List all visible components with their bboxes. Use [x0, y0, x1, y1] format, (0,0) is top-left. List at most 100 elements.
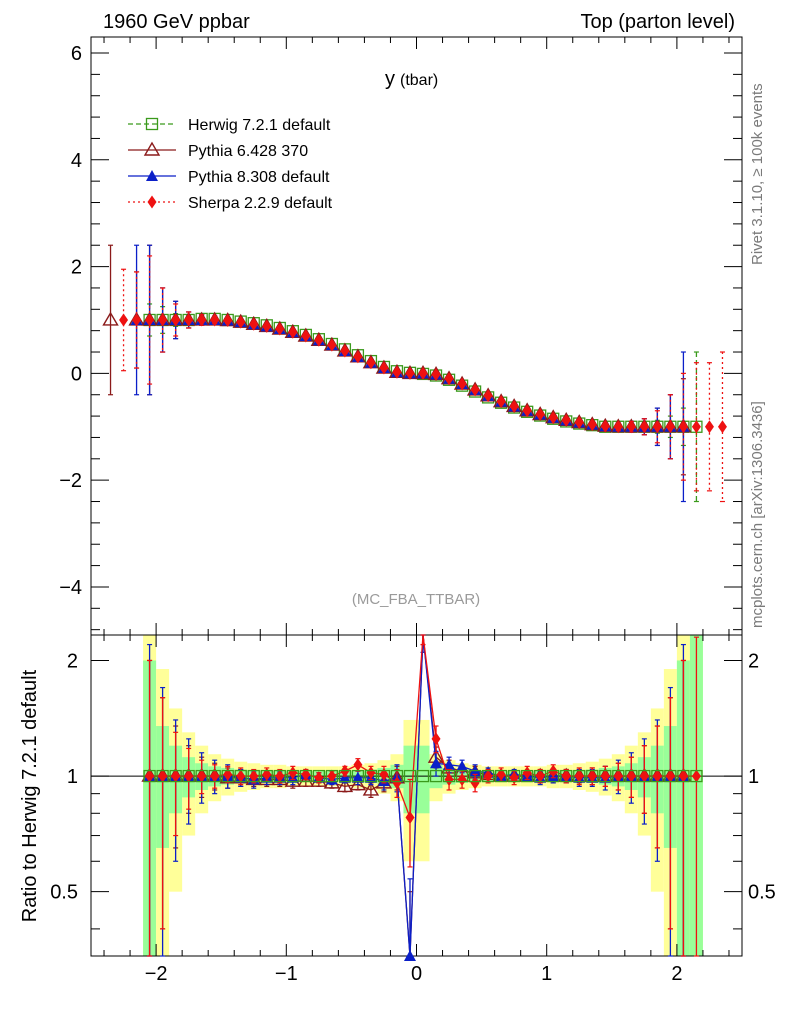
data-point	[362, 781, 380, 796]
data-point	[626, 420, 636, 434]
data-point	[390, 769, 404, 783]
data-point	[547, 769, 560, 783]
main-panel-ticks: −4 −2 0 2 4 6	[59, 37, 742, 635]
data-point	[574, 415, 584, 429]
ratio-y-tick-label: 2	[67, 650, 78, 672]
y-tick-label: −4	[59, 577, 82, 599]
green-band-bin	[416, 745, 430, 814]
data-point	[234, 769, 247, 783]
data-point	[275, 769, 285, 783]
ratio-y-tick-label: 1	[67, 766, 78, 788]
data-point	[288, 325, 298, 339]
data-point	[600, 419, 610, 433]
main-panel-series	[102, 244, 727, 503]
legend-entry: Pythia 6.428 370	[128, 141, 308, 160]
data-point	[236, 769, 246, 783]
distribution-particle: (tbar)	[400, 72, 438, 89]
ratio-panel-ticks: −2 −1 0 1 2 0.5 0.5 1 1 2 2	[50, 635, 776, 985]
data-point	[678, 420, 688, 434]
data-point	[507, 769, 521, 783]
legend-entry: Pythia 8.308 default	[128, 169, 330, 186]
data-point	[221, 769, 234, 783]
data-point	[297, 772, 315, 787]
data-point	[704, 420, 714, 434]
header-energy-label: 1960 GeV ppbar	[103, 11, 250, 33]
data-point	[236, 315, 246, 329]
distribution-variable: y	[385, 68, 395, 90]
data-point	[418, 366, 428, 380]
legend-label: Herwig 7.2.1 default	[188, 117, 331, 134]
y-tick-label: −2	[59, 470, 82, 492]
data-point	[197, 313, 207, 327]
data-point	[574, 769, 584, 783]
ratio-y-tick-label: 2	[748, 650, 759, 672]
data-point	[470, 776, 480, 790]
data-point	[444, 372, 454, 386]
data-point	[665, 420, 675, 434]
data-point	[535, 407, 545, 421]
data-point	[496, 395, 506, 409]
legend-label: Pythia 8.308 default	[188, 169, 330, 186]
data-point	[299, 769, 312, 783]
data-point	[416, 769, 430, 783]
x-tick-label: 0	[411, 963, 422, 985]
data-point	[338, 769, 352, 783]
data-point	[483, 389, 493, 403]
data-point	[364, 769, 378, 783]
data-point	[353, 758, 363, 772]
data-point	[275, 322, 285, 336]
data-point	[145, 769, 155, 783]
data-point	[599, 769, 612, 783]
legend-entry: Herwig 7.2.1 default	[128, 117, 331, 134]
series-pythia-6-428-370	[102, 244, 692, 476]
data-point	[548, 411, 558, 425]
data-point	[625, 769, 638, 783]
data-point	[145, 117, 159, 131]
legend-label: Sherpa 2.2.9 default	[188, 195, 333, 212]
x-tick-label: 2	[671, 963, 682, 985]
data-point	[690, 769, 703, 783]
data-point	[247, 769, 260, 783]
data-point	[443, 758, 456, 770]
series-sherpa-2-2-9-default	[119, 255, 727, 503]
data-point	[522, 766, 532, 780]
data-point	[509, 399, 519, 413]
data-point	[169, 769, 182, 783]
data-point	[210, 769, 220, 783]
legend-entry: Sherpa 2.2.9 default	[128, 195, 333, 212]
data-point	[146, 170, 158, 181]
data-point	[664, 769, 677, 783]
data-point	[223, 314, 233, 328]
data-point	[587, 769, 597, 783]
data-point	[561, 413, 571, 427]
data-point	[403, 950, 416, 961]
data-point	[351, 771, 364, 783]
data-point	[639, 769, 649, 783]
data-point	[455, 769, 469, 783]
data-point	[143, 769, 156, 783]
data-point	[691, 769, 701, 783]
data-point	[301, 329, 311, 343]
data-point	[158, 313, 168, 327]
ratio-y-tick-label: 0.5	[748, 882, 776, 904]
data-point	[171, 313, 181, 327]
data-point	[522, 404, 532, 418]
analysis-watermark: (MC_FBA_TTBAR)	[352, 591, 480, 608]
ratio-y-tick-label: 0.5	[50, 882, 78, 904]
ratio-y-tick-label: 1	[748, 766, 759, 788]
y-tick-label: 4	[71, 150, 82, 172]
data-point	[195, 769, 208, 783]
data-point	[457, 772, 467, 786]
data-point	[691, 420, 701, 434]
data-point	[403, 769, 417, 783]
data-point	[288, 766, 298, 780]
data-point	[405, 366, 415, 380]
data-point	[456, 760, 469, 772]
data-point	[392, 365, 402, 379]
data-point	[353, 350, 363, 364]
data-point	[613, 769, 623, 783]
data-point	[392, 776, 402, 790]
ratio-panel: −2 −1 0 1 2 0.5 0.5 1 1 2 2 Ratio to Herwig 7.2.1 …	[19, 634, 776, 985]
data-point	[208, 769, 221, 783]
data-point	[312, 769, 326, 783]
